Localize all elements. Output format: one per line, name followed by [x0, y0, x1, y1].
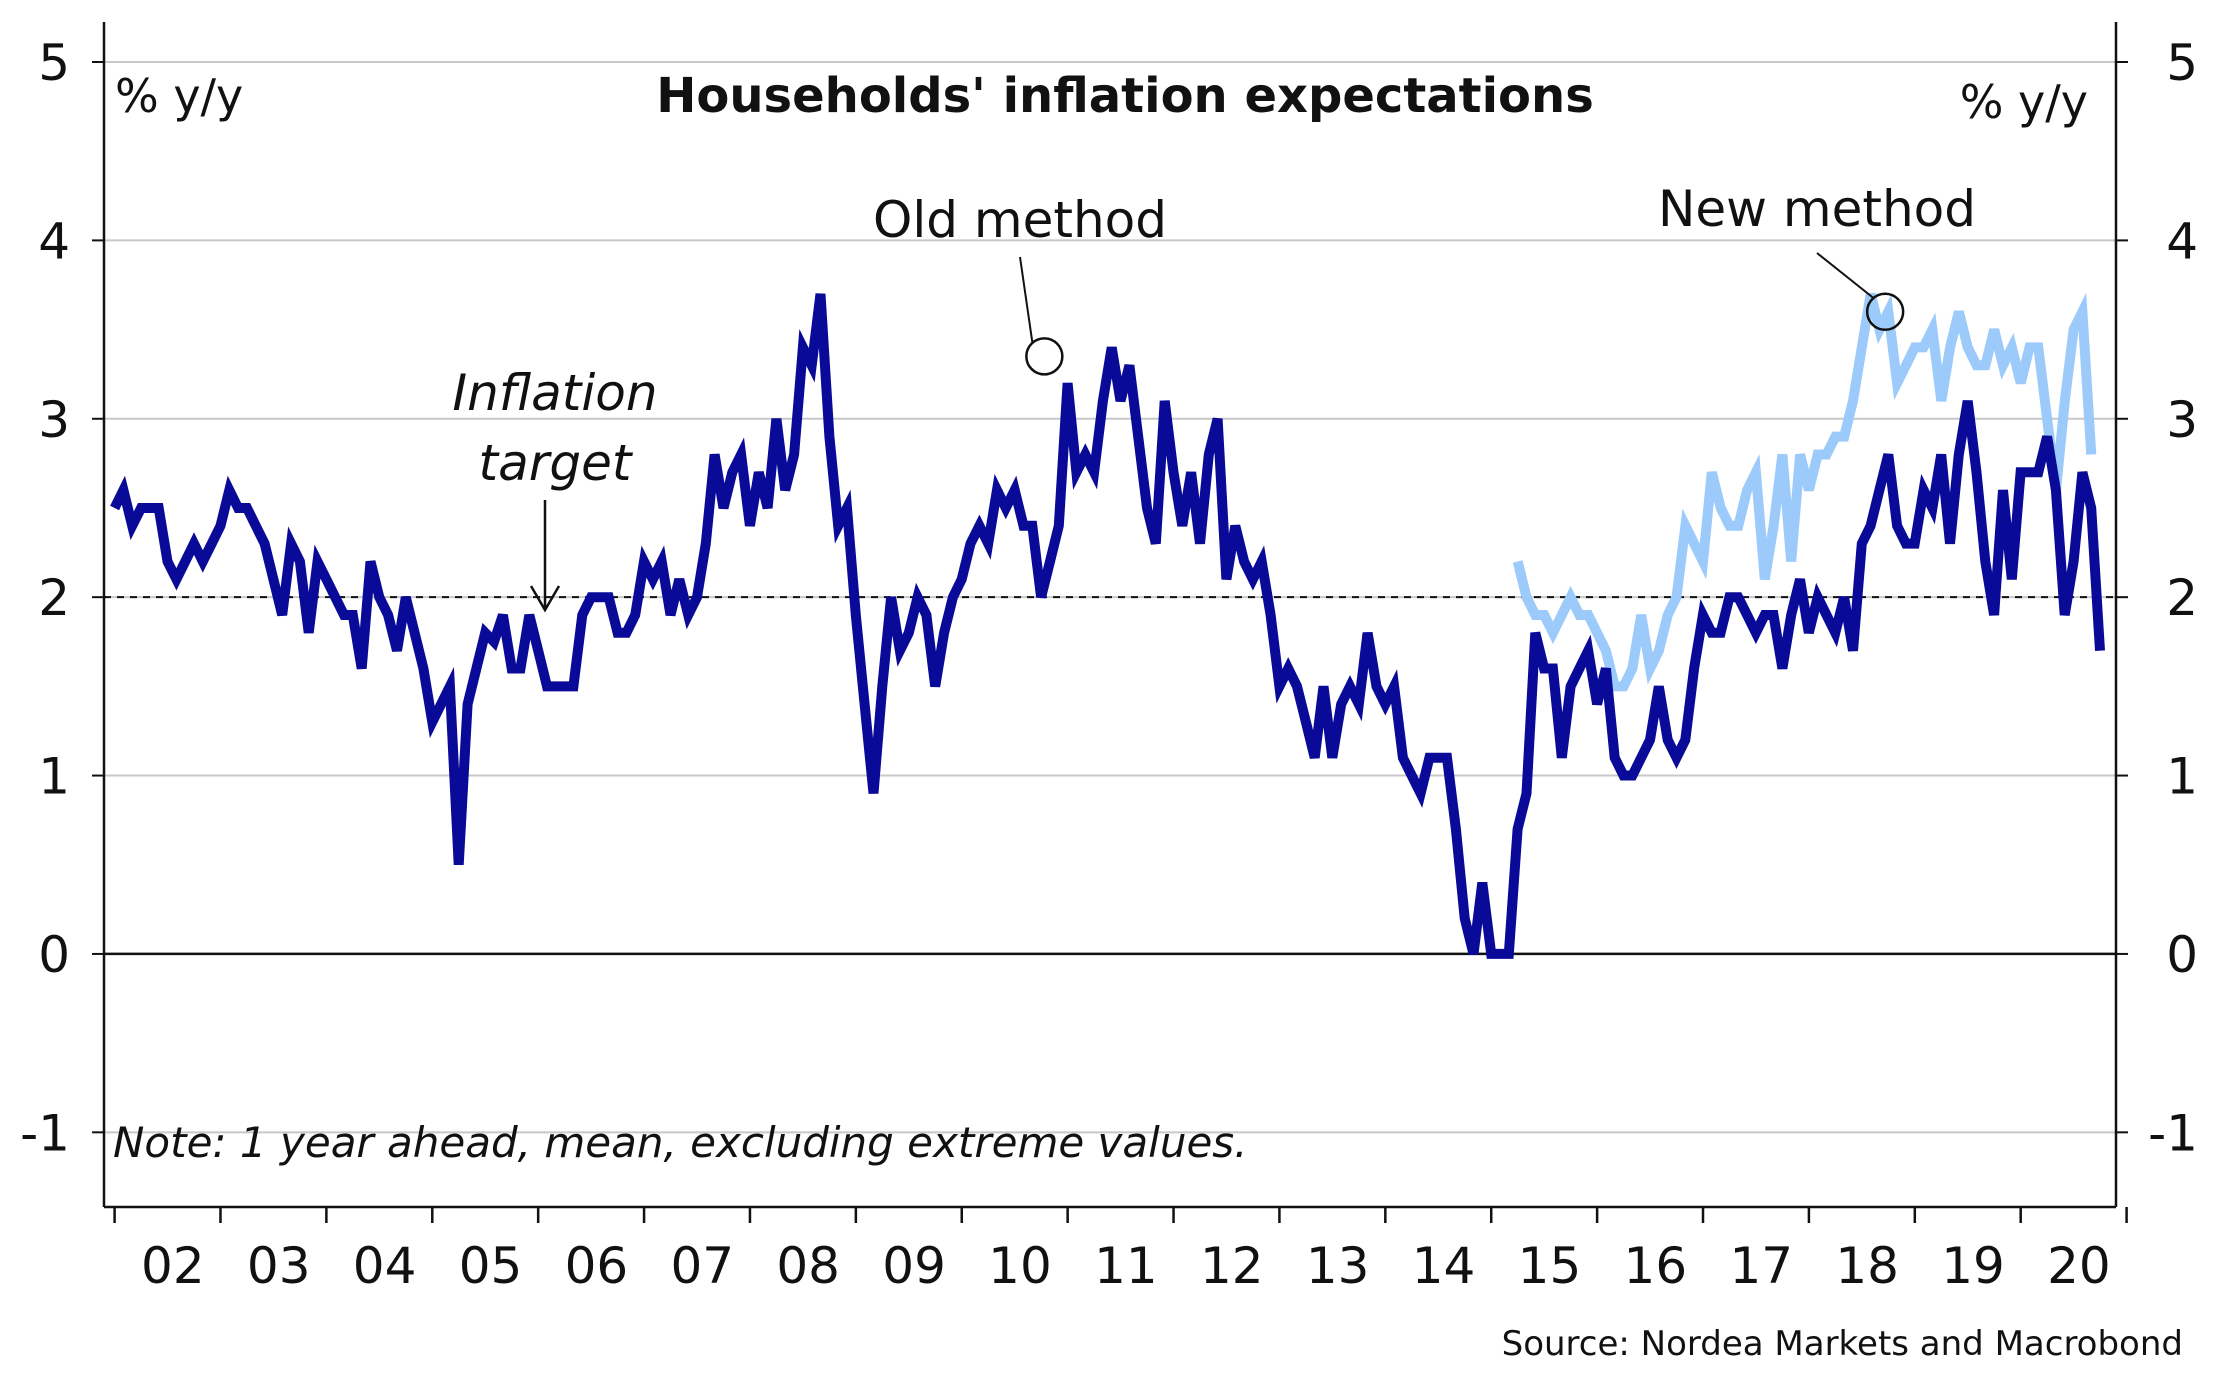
x-tick-label: 05 [459, 1237, 523, 1295]
series [110, 292, 2105, 959]
x-tick-label: 11 [1094, 1237, 1158, 1295]
x-tick-label: 17 [1729, 1237, 1793, 1295]
x-tick-label: 09 [882, 1237, 946, 1295]
inflation-target-label-line2: target [479, 434, 634, 492]
chart-title: Households' inflation expectations [656, 68, 1594, 124]
old-method-pointer [1019, 256, 1034, 343]
chart-note: Note: 1 year ahead, mean, excluding extr… [113, 1118, 1248, 1167]
x-tick-label: 07 [670, 1237, 734, 1295]
y-tick-label-left: -1 [20, 1104, 70, 1162]
y-tick-label-left: 1 [38, 748, 70, 806]
y-tick-label-left: 4 [38, 212, 70, 270]
x-tick-label: 19 [1941, 1237, 2005, 1295]
inflation-target-label-line1: Inflation [452, 364, 657, 422]
y-tick-label-right: 4 [2166, 212, 2198, 270]
y-tick-label-right: 3 [2166, 391, 2198, 449]
y-tick-label-right: 0 [2166, 926, 2198, 984]
y-tick-label-left: 2 [38, 569, 70, 627]
x-tick-label: 15 [1518, 1237, 1582, 1295]
y-tick-label-right: 2 [2166, 569, 2198, 627]
old-method-marker [1025, 337, 1064, 376]
x-tick-label: 02 [141, 1237, 205, 1295]
new-method-line [1512, 292, 2097, 692]
y-axis-label-right: % y/y [1960, 75, 2088, 129]
x-tick-label: 03 [247, 1237, 311, 1295]
x-tick-label: 10 [988, 1237, 1052, 1295]
new-method-marker [1865, 292, 1905, 331]
new-method-label: New method [1658, 180, 1976, 238]
old-method-label: Old method [873, 191, 1167, 249]
annotations [529, 252, 1905, 613]
y-tick-label-right: 5 [2166, 34, 2198, 92]
new-method-pointer [1816, 252, 1874, 299]
y-tick-label-left: 5 [38, 34, 70, 92]
x-tick-label: 18 [1835, 1237, 1899, 1295]
x-tick-label: 12 [1200, 1237, 1264, 1295]
x-tick-label: 06 [565, 1237, 629, 1295]
y-tick-label-right: -1 [2148, 1104, 2198, 1162]
y-tick-label-left: 3 [38, 391, 70, 449]
x-tick-label: 14 [1412, 1237, 1476, 1295]
source-text: Source: Nordea Markets and Macrobond [1502, 1324, 2183, 1364]
y-tick-label-left: 0 [38, 926, 70, 984]
x-tick-label: 13 [1306, 1237, 1370, 1295]
x-tick-label: 08 [776, 1237, 840, 1295]
y-axis-label-left: % y/y [115, 69, 243, 123]
gridlines [104, 61, 2116, 1134]
x-tick-label: 04 [353, 1237, 417, 1295]
old-method-line [110, 293, 2105, 959]
x-tick-label: 16 [1624, 1237, 1688, 1295]
axes: -1 -10 01 12 23 34 45 502 03 04 05 06 07 08 09 10 11 12 13… [20, 22, 2198, 1295]
x-tick-label: 20 [2047, 1237, 2111, 1295]
inflation-target-arrowhead [529, 585, 561, 613]
y-tick-label-right: 1 [2166, 748, 2198, 806]
